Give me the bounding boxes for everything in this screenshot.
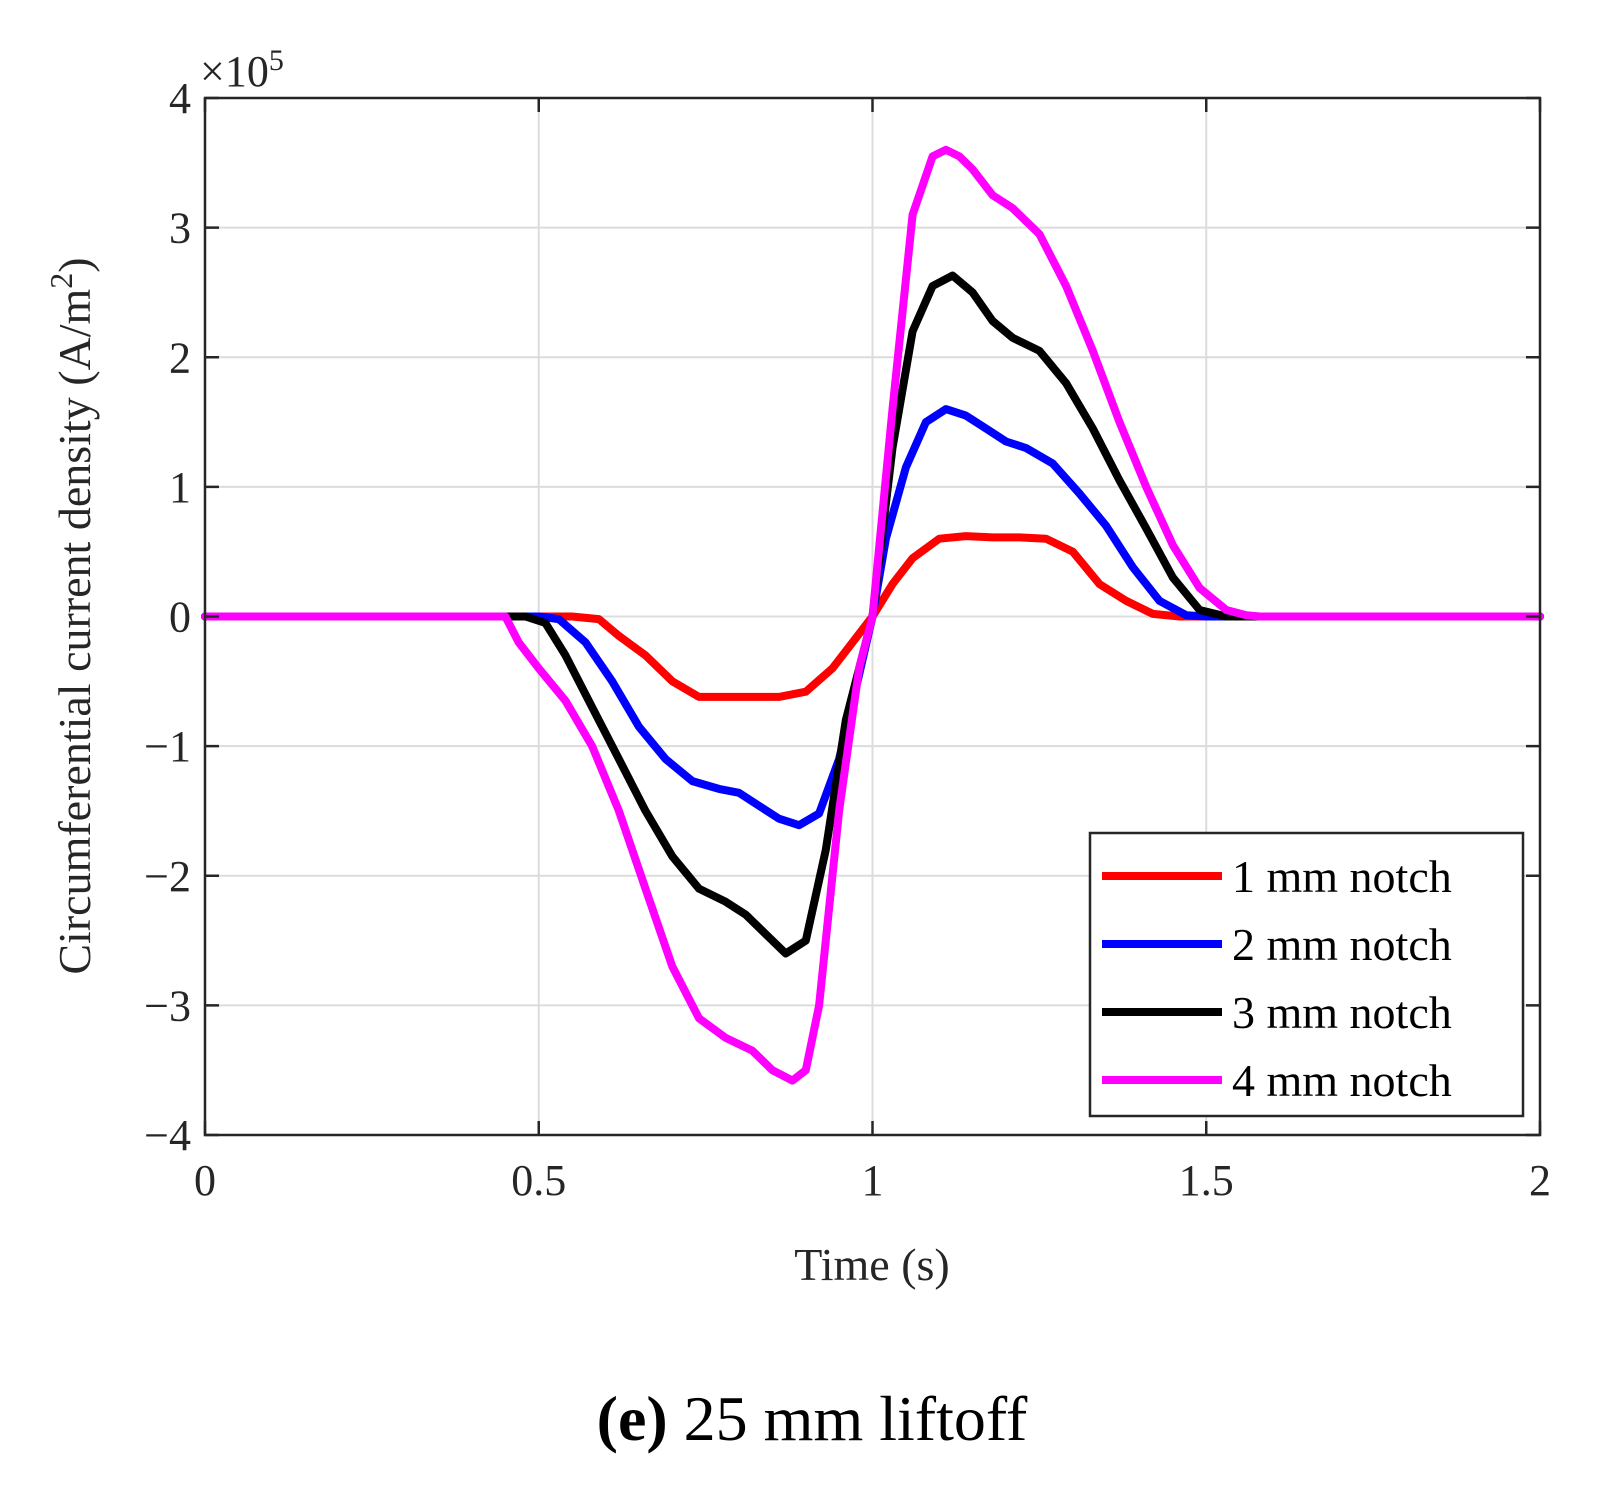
legend-box [1088, 831, 1525, 1118]
y-tick-label: 3 [169, 204, 191, 253]
y-tick-label: 0 [169, 593, 191, 642]
y-tick-label: 2 [169, 333, 191, 382]
tick-marks [203, 96, 1542, 1137]
y-tick-label: −3 [144, 981, 191, 1030]
x-tick-label: 1 [862, 1156, 884, 1205]
legend-label-2: 2 mm notch [1232, 919, 1452, 970]
series-line-4 [201, 145, 1544, 1085]
figure-caption: (e) 25 mm liftoff [0, 1382, 1624, 1456]
y-tick-label: −1 [144, 722, 191, 771]
caption-text: 25 mm liftoff [683, 1383, 1028, 1454]
legend-label-4: 4 mm notch [1232, 1055, 1452, 1106]
legend-items: 1 mm notch 2 mm notch 3 mm notch 4 mm notch [1102, 851, 1452, 1106]
y-tick-label: 1 [169, 463, 191, 512]
y-tick-label: 4 [169, 74, 191, 123]
x-axis-label: Time (s) [794, 1239, 950, 1290]
legend-label-1: 1 mm notch [1232, 851, 1452, 902]
x-tick-label: 1.5 [1179, 1156, 1234, 1205]
caption-label: (e) [596, 1383, 668, 1454]
x-tick-label: 0.5 [511, 1156, 566, 1205]
series-group [201, 145, 1544, 1085]
y-tick-label: −2 [144, 852, 191, 901]
y-axis-label: Circumferential current density (A/m2) [43, 257, 100, 974]
y-tick-labels: −4 −3 −2 −1 0 1 2 3 4 [144, 74, 191, 1160]
y-tick-label: −4 [144, 1111, 191, 1160]
legend: 1 mm notch 2 mm notch 3 mm notch 4 mm notch [1088, 831, 1525, 1118]
exponent-label: ×105 [200, 44, 284, 96]
x-tick-label: 0 [194, 1156, 216, 1205]
x-tick-label: 2 [1529, 1156, 1551, 1205]
x-tick-labels: 0 0.5 1 1.5 2 [194, 1156, 1551, 1205]
legend-label-3: 3 mm notch [1232, 987, 1452, 1038]
